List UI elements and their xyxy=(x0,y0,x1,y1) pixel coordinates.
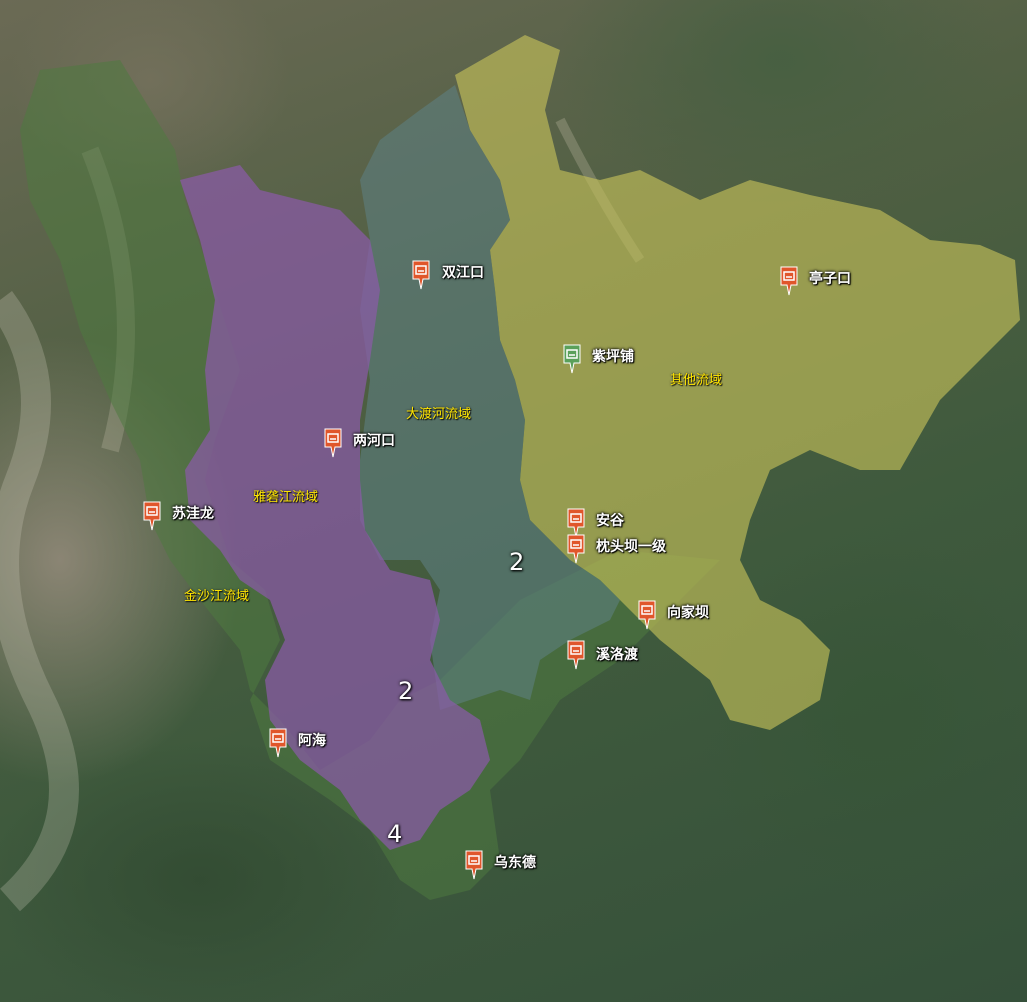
hydropower-station-icon[interactable] xyxy=(566,534,586,564)
station-label-xiangjiaba[interactable]: 向家坝 xyxy=(667,605,709,621)
basin-jinsha[interactable] xyxy=(20,60,720,900)
basin-dadu[interactable] xyxy=(360,85,620,710)
station-label-wudongde[interactable]: 乌东德 xyxy=(494,855,536,871)
station-label-zipingpu[interactable]: 紫坪铺 xyxy=(592,349,634,365)
basin-yalong[interactable] xyxy=(180,165,490,850)
hydropower-station-icon[interactable] xyxy=(268,728,288,758)
hydropower-station-icon[interactable] xyxy=(566,640,586,670)
hydropower-station-icon[interactable] xyxy=(142,501,162,531)
basin-other[interactable] xyxy=(455,35,1020,730)
station-label-tingzikou[interactable]: 亭子口 xyxy=(809,271,851,287)
hydropower-station-icon[interactable] xyxy=(566,508,586,538)
region-label-yalong: 雅砻江流域 xyxy=(253,490,319,505)
region-label-other: 其他流域 xyxy=(670,373,723,388)
station-label-angu[interactable]: 安谷 xyxy=(596,513,624,529)
region-label-dadu: 大渡河流域 xyxy=(406,407,472,422)
region-label-jinsha: 金沙江流域 xyxy=(184,589,250,604)
station-label-ahai[interactable]: 阿海 xyxy=(298,733,326,749)
station-label-xiluodu[interactable]: 溪洛渡 xyxy=(596,647,638,663)
hydropower-station-icon[interactable] xyxy=(637,600,657,630)
hydropower-station-special-icon[interactable] xyxy=(562,344,582,374)
hydropower-station-icon[interactable] xyxy=(464,850,484,880)
hydropower-station-icon[interactable] xyxy=(323,428,343,458)
cluster-count-badge[interactable]: 2 xyxy=(398,677,414,705)
hydropower-station-icon[interactable] xyxy=(411,260,431,290)
cluster-count-badge[interactable]: 4 xyxy=(387,820,403,848)
station-label-zhentouba[interactable]: 枕头坝一级 xyxy=(596,539,666,555)
station-label-shuangjiangkou[interactable]: 双江口 xyxy=(442,265,484,281)
station-label-suwalong[interactable]: 苏洼龙 xyxy=(172,506,214,522)
cluster-count-badge[interactable]: 2 xyxy=(509,548,525,576)
hydropower-station-icon[interactable] xyxy=(779,266,799,296)
station-label-lianghekou[interactable]: 两河口 xyxy=(353,433,395,449)
